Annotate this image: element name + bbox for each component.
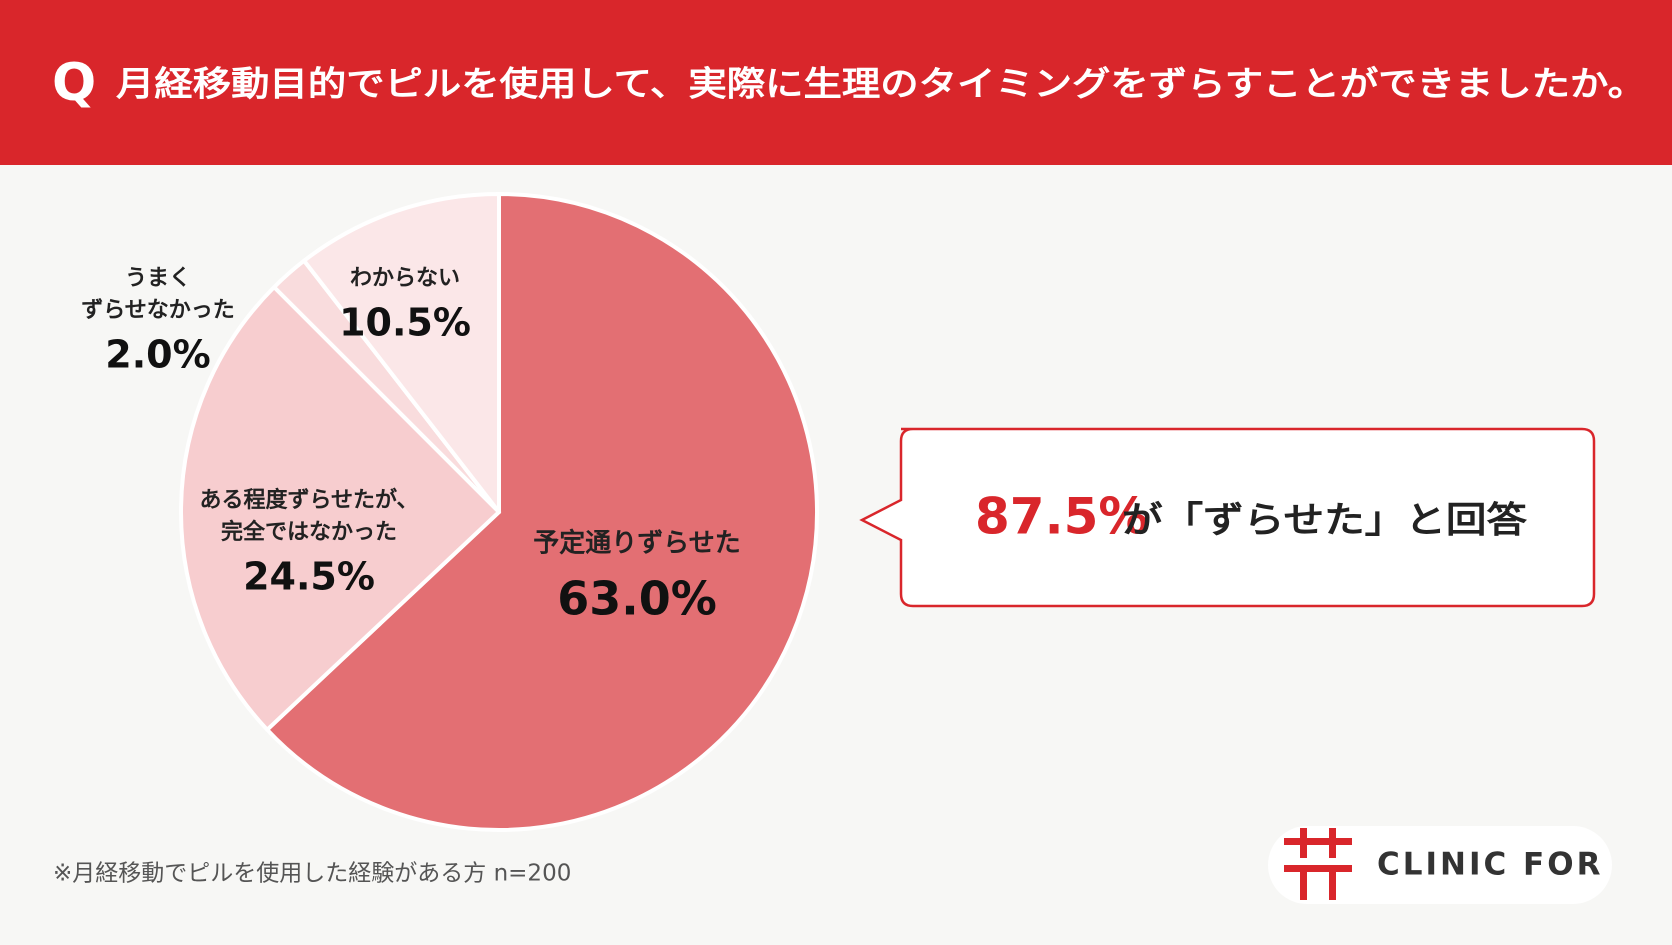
pie-slice [265, 192, 819, 832]
callout-highlight: 87.5% [975, 488, 1148, 546]
pie-slice [179, 285, 501, 732]
logo-mark [1284, 828, 1352, 900]
slice-label: わからない [350, 266, 460, 291]
callout-text: が「ずらせた」と回答 [1122, 500, 1528, 541]
q-mark: Q [52, 53, 96, 113]
slice-label: 完全ではなかった [221, 519, 397, 545]
slice-value: 63.0% [557, 572, 717, 626]
slice-value: 10.5% [339, 301, 471, 345]
footnote: ※月経移動でピルを使用した経験がある方 n=200 [53, 861, 571, 887]
slice-label: うまく [125, 266, 191, 291]
header-bar [0, 0, 1672, 165]
logo-bg [1268, 826, 1612, 904]
logo-text: CLINIC FOR [1377, 847, 1603, 883]
pie-slice [302, 192, 501, 514]
callout-box [859, 427, 1596, 608]
slice-label: 予定通りずらせた [533, 528, 740, 559]
slice-label: ずらせなかった [81, 298, 235, 323]
slice-value: 2.0% [105, 333, 210, 377]
pie [179, 192, 819, 832]
slice-value: 24.5% [243, 555, 375, 599]
header-title: 月経移動目的でピルを使用して、実際に生理のタイミングをずらすことができましたか。 [116, 65, 1646, 105]
slice-label: ある程度ずらせたが、 [199, 487, 418, 513]
